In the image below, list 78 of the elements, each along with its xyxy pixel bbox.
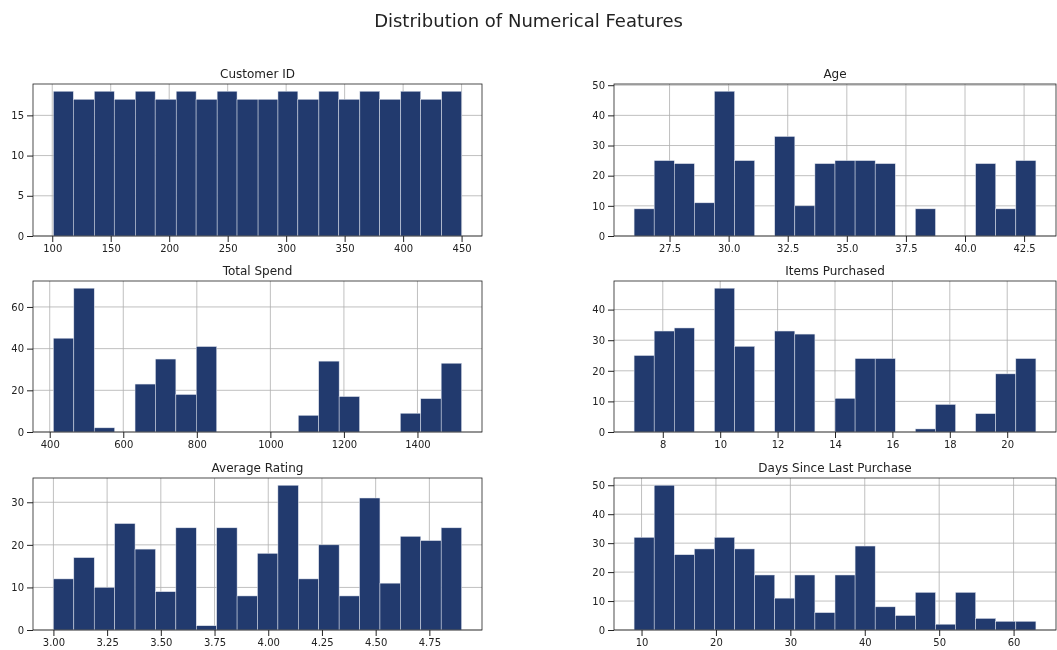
chart-title: Average Rating xyxy=(211,461,304,475)
y-tick-label: 10 xyxy=(592,595,605,607)
x-tick-label: 20 xyxy=(1001,439,1015,451)
x-tick-label: 16 xyxy=(886,439,900,451)
y-tick-label: 10 xyxy=(11,582,24,594)
y-tick-label: 0 xyxy=(17,426,24,438)
x-tick-label: 200 xyxy=(160,243,180,255)
x-tick-label: 60 xyxy=(1007,637,1021,649)
x-tick-label: 35.0 xyxy=(836,243,859,255)
y-tick-label: 5 xyxy=(17,190,24,202)
x-tick-label: 3.25 xyxy=(96,637,119,649)
x-tick-label: 10 xyxy=(714,439,728,451)
x-tick-label: 14 xyxy=(829,439,842,451)
y-tick-label: 10 xyxy=(592,200,605,212)
x-tick-label: 30.0 xyxy=(718,243,741,255)
x-tick-label: 1400 xyxy=(405,439,431,451)
y-tick-label: 50 xyxy=(592,479,605,491)
y-tick-label: 0 xyxy=(598,426,605,438)
y-tick-label: 20 xyxy=(592,566,605,578)
chart-title: Days Since Last Purchase xyxy=(758,461,912,475)
y-tick-label: 10 xyxy=(592,396,605,408)
x-tick-label: 800 xyxy=(187,439,207,451)
text: Distribution of Numerical Features xyxy=(374,10,683,31)
chart-title: Items Purchased xyxy=(785,264,885,278)
y-tick-label: 30 xyxy=(592,334,605,346)
x-tick-label: 4.25 xyxy=(311,637,334,649)
y-tick-label: 40 xyxy=(592,110,605,122)
y-tick-label: 50 xyxy=(592,79,605,91)
x-tick-label: 150 xyxy=(101,243,121,255)
y-tick-label: 20 xyxy=(592,365,605,377)
y-tick-label: 60 xyxy=(11,301,24,313)
x-tick-label: 42.5 xyxy=(1013,243,1036,255)
x-tick-label: 32.5 xyxy=(777,243,800,255)
x-tick-label: 40.0 xyxy=(954,243,977,255)
x-tick-label: 4.50 xyxy=(365,637,388,649)
x-tick-label: 400 xyxy=(394,243,414,255)
x-tick-label: 12 xyxy=(771,439,785,451)
x-tick-label: 400 xyxy=(40,439,60,451)
y-tick-label: 30 xyxy=(11,496,24,508)
chart-title: Total Spend xyxy=(221,264,293,278)
y-tick-label: 20 xyxy=(11,539,24,551)
x-tick-label: 1000 xyxy=(258,439,284,451)
x-tick-label: 27.5 xyxy=(658,243,682,255)
y-tick-label: 0 xyxy=(17,624,24,636)
y-tick-label: 10 xyxy=(11,150,24,162)
y-tick-label: 0 xyxy=(598,624,605,636)
x-tick-label: 4.00 xyxy=(257,637,280,649)
y-tick-label: 40 xyxy=(592,508,605,520)
y-tick-label: 20 xyxy=(592,170,605,182)
y-tick-label: 0 xyxy=(17,230,24,242)
x-tick-label: 3.00 xyxy=(42,637,66,649)
y-tick-label: 30 xyxy=(592,140,605,152)
y-tick-label: 30 xyxy=(592,537,605,549)
x-tick-label: 3.50 xyxy=(150,637,173,649)
x-tick-label: 600 xyxy=(114,439,134,451)
x-tick-label: 18 xyxy=(943,439,957,451)
chart-title: Customer ID xyxy=(220,67,295,81)
chart-title: Age xyxy=(823,67,847,81)
x-tick-label: 450 xyxy=(452,243,472,255)
x-tick-label: 3.75 xyxy=(203,637,227,649)
x-tick-label: 100 xyxy=(43,243,63,255)
x-tick-label: 350 xyxy=(335,243,355,255)
x-tick-label: 300 xyxy=(277,243,297,255)
y-tick-label: 40 xyxy=(592,304,605,316)
x-tick-label: 20 xyxy=(710,637,723,649)
x-tick-label: 40 xyxy=(858,637,872,649)
x-tick-label: 30 xyxy=(784,637,798,649)
y-tick-label: 0 xyxy=(598,230,605,242)
x-tick-label: 1200 xyxy=(331,439,358,451)
x-tick-label: 50 xyxy=(933,637,947,649)
x-tick-label: 8 xyxy=(660,439,667,451)
x-tick-label: 250 xyxy=(218,243,238,255)
y-tick-label: 40 xyxy=(11,343,24,355)
x-tick-label: 4.75 xyxy=(418,637,441,649)
y-tick-label: 15 xyxy=(11,110,24,122)
x-tick-label: 37.5 xyxy=(895,243,918,255)
y-tick-label: 20 xyxy=(11,385,24,397)
x-tick-label: 10 xyxy=(635,637,649,649)
